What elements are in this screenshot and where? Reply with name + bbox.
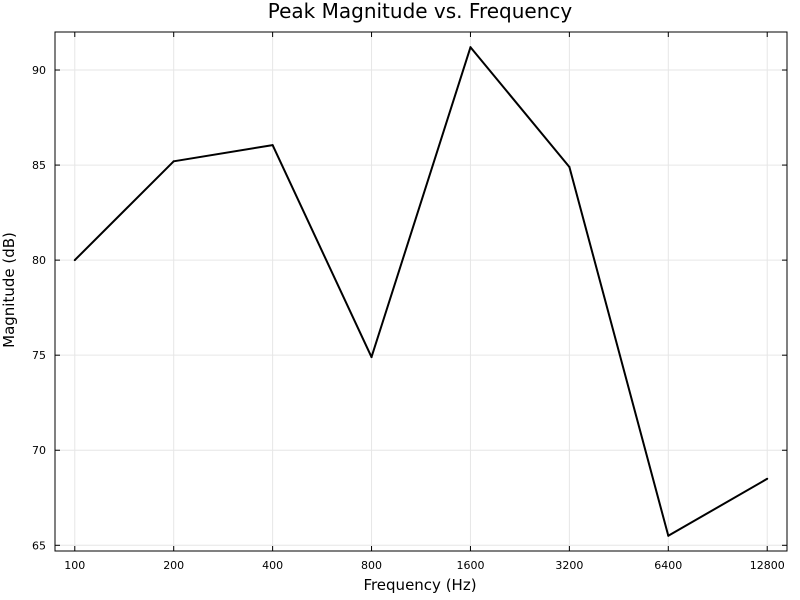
data-point bbox=[370, 356, 373, 359]
grid-layer bbox=[55, 32, 787, 551]
data-point bbox=[73, 259, 76, 262]
x-tick-label: 800 bbox=[361, 559, 382, 572]
x-tick-label: 200 bbox=[163, 559, 184, 572]
x-tick-label: 3200 bbox=[555, 559, 583, 572]
data-point bbox=[766, 477, 769, 480]
data-point bbox=[271, 144, 274, 147]
x-tick-label: 1600 bbox=[456, 559, 484, 572]
tick-layer: 100 200 400 800 1600 3200 6400 12800 65 70 75 80 85 9… bbox=[32, 32, 787, 572]
y-tick-label: 90 bbox=[32, 64, 46, 77]
series-line bbox=[74, 46, 768, 537]
x-tick-label: 100 bbox=[64, 559, 85, 572]
chart-title: Peak Magnitude vs. Frequency bbox=[268, 0, 573, 23]
y-tick-label: 65 bbox=[32, 539, 46, 552]
x-tick-label: 12800 bbox=[750, 559, 785, 572]
data-point bbox=[667, 534, 670, 537]
y-tick-label: 70 bbox=[32, 444, 46, 457]
y-tick-label: 80 bbox=[32, 254, 46, 267]
x-axis-label: Frequency (Hz) bbox=[363, 576, 476, 594]
data-point bbox=[568, 165, 571, 168]
x-tick-label: 400 bbox=[262, 559, 283, 572]
y-tick-label: 75 bbox=[32, 349, 46, 362]
y-axis-label: Magnitude (dB) bbox=[0, 232, 18, 348]
data-point bbox=[172, 160, 175, 163]
y-tick-label: 85 bbox=[32, 159, 46, 172]
data-point bbox=[469, 46, 472, 49]
plot-frame bbox=[54, 31, 788, 552]
series-layer bbox=[73, 46, 769, 537]
x-tick-label: 6400 bbox=[654, 559, 682, 572]
